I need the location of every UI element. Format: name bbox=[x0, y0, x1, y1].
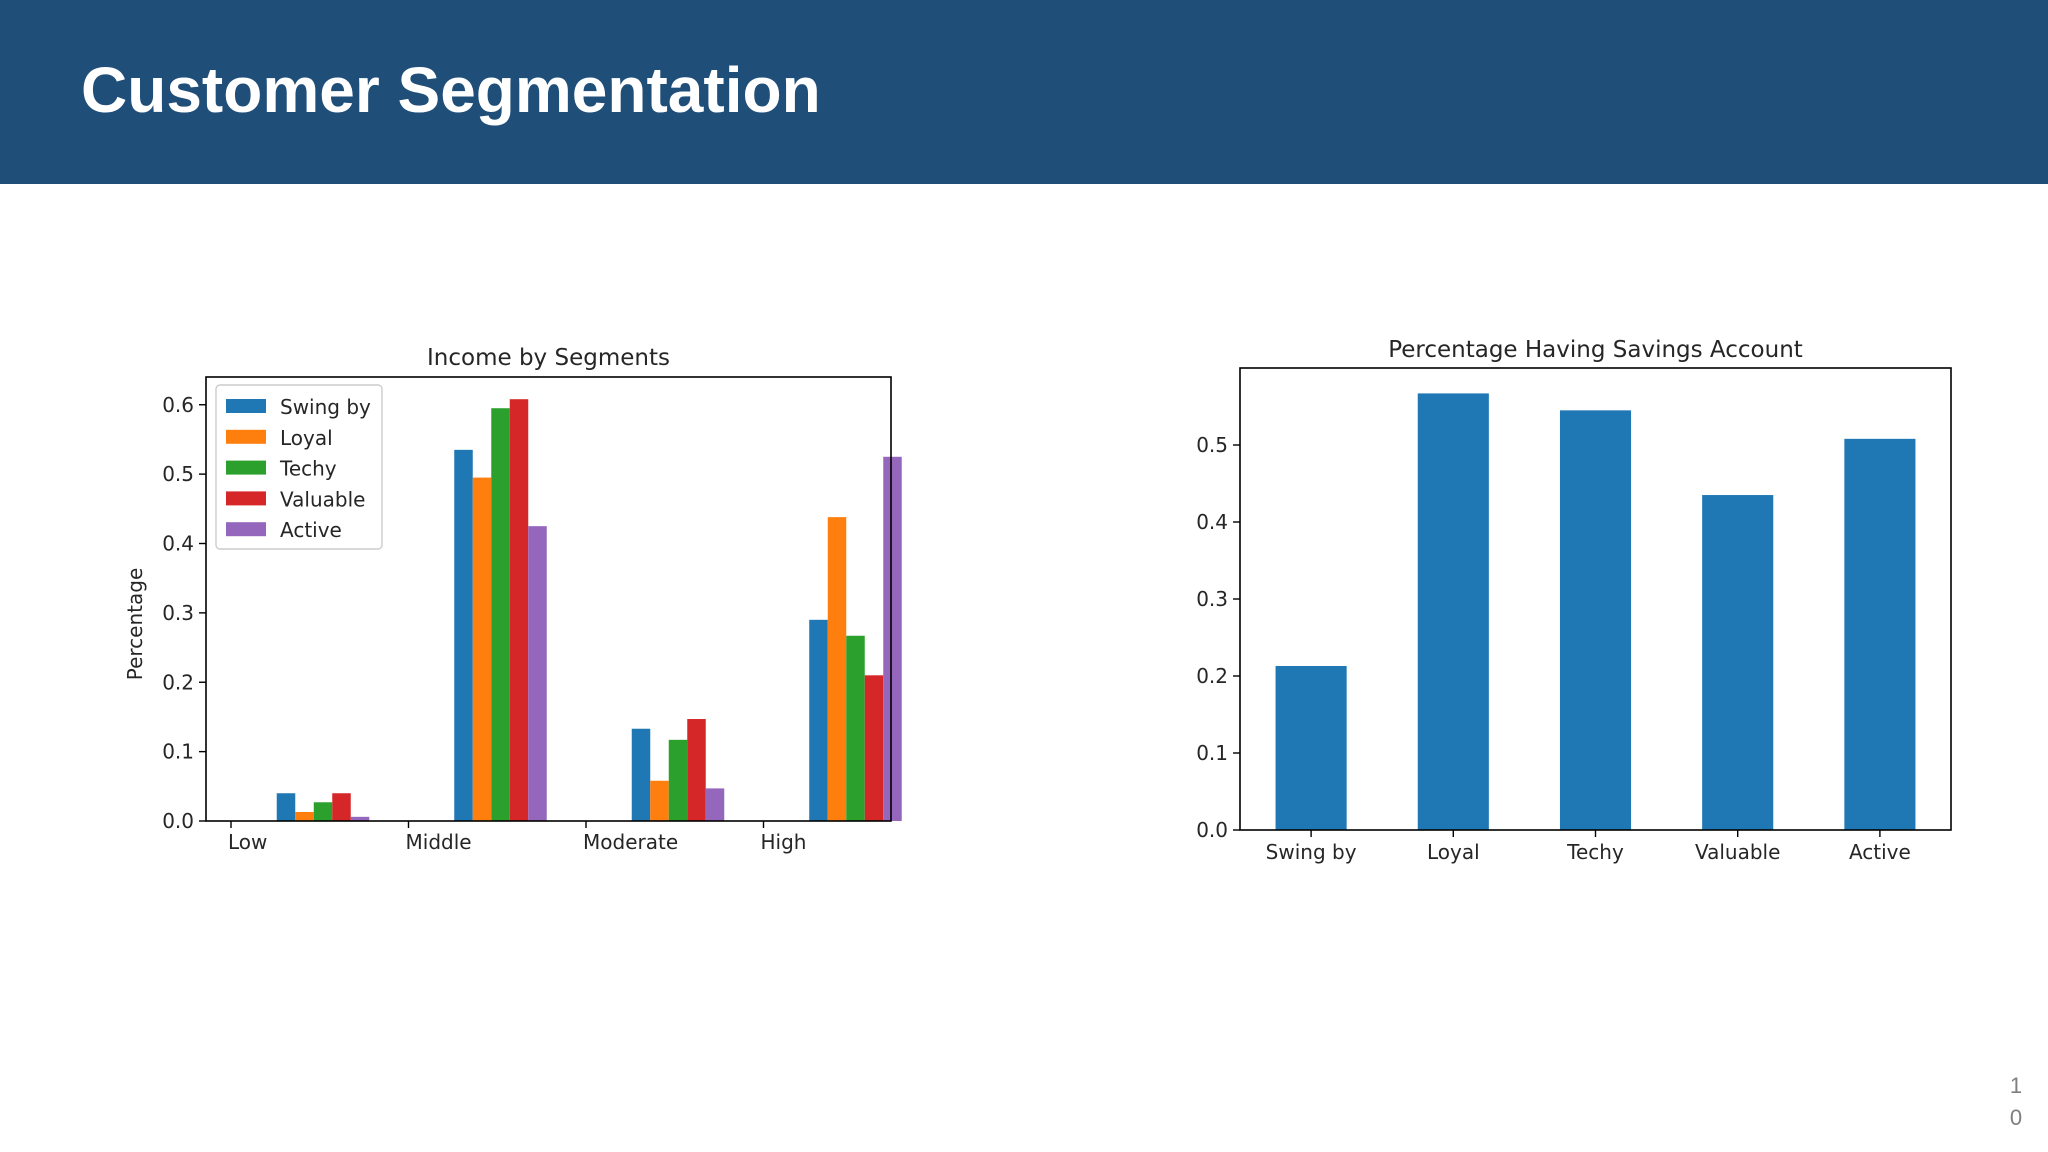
x-tick-label: Loyal bbox=[1427, 840, 1480, 864]
bar-valuable-middle bbox=[509, 399, 529, 821]
x-tick-label: Low bbox=[228, 830, 267, 854]
bar-techy-middle bbox=[491, 408, 510, 821]
legend-swatch-active bbox=[226, 522, 266, 537]
savings-account-chart: Percentage Having Savings Account 0.0 0.1 0… bbox=[1196, 337, 1952, 864]
bar-valuable-high bbox=[864, 675, 884, 821]
y-axis-label: Percentage bbox=[123, 568, 147, 681]
y-tick-label: 0.5 bbox=[162, 462, 194, 486]
bar-valuable bbox=[1702, 495, 1774, 830]
bar-active-low bbox=[350, 816, 370, 821]
legend-swatch-swing-by bbox=[226, 399, 266, 413]
slide-title: Customer Segmentation bbox=[81, 54, 821, 126]
bar-techy bbox=[1559, 410, 1632, 830]
legend-label-loyal: Loyal bbox=[280, 426, 333, 450]
bar-active-middle bbox=[528, 526, 547, 821]
y-tick-label: 0.3 bbox=[1196, 587, 1228, 611]
y-tick-label: 0.4 bbox=[1196, 510, 1228, 534]
bar-valuable-low bbox=[332, 793, 351, 821]
bar-swing-by-moderate bbox=[631, 728, 651, 821]
y-tick-label: 0.5 bbox=[1196, 433, 1228, 457]
bar-active-high bbox=[883, 456, 902, 821]
bar-techy-high bbox=[846, 635, 865, 821]
legend-label-active: Active bbox=[280, 518, 342, 542]
x-tick-label: Active bbox=[1849, 840, 1911, 864]
y-tick-label: 0.2 bbox=[1196, 664, 1228, 688]
legend-swatch-loyal bbox=[226, 429, 266, 444]
y-tick-label: 0.2 bbox=[162, 670, 194, 694]
y-tick-label: 0.4 bbox=[162, 532, 194, 556]
legend-label-swing-by: Swing by bbox=[280, 395, 371, 419]
x-tick-label: Techy bbox=[1566, 840, 1624, 864]
legend-swatch-valuable bbox=[226, 491, 266, 506]
bar-techy-moderate bbox=[668, 739, 688, 821]
legend-label-techy: Techy bbox=[279, 457, 337, 481]
y-tick-label: 0.6 bbox=[162, 393, 194, 417]
x-tick-label: Moderate bbox=[583, 830, 678, 854]
bar-loyal-middle bbox=[472, 477, 492, 821]
bar-active bbox=[1844, 438, 1916, 830]
legend-box bbox=[215, 384, 383, 550]
x-tick-label: Valuable bbox=[1695, 840, 1780, 864]
legend-swatch-techy bbox=[226, 460, 266, 475]
page-number: 1 0 bbox=[2006, 1070, 2026, 1134]
bar-active-moderate bbox=[705, 788, 725, 821]
chart-title: Income by Segments bbox=[427, 345, 670, 371]
y-tick-label: 0.1 bbox=[1196, 741, 1228, 765]
income-by-segments-chart: Income by Segments 0.0 0.1 0.2 0.3 0.4 0.5 0.6 P… bbox=[123, 345, 902, 854]
legend-label-valuable: Valuable bbox=[280, 487, 365, 511]
y-tick-label: 0.0 bbox=[162, 809, 194, 833]
bar-swing-by-middle bbox=[454, 449, 473, 821]
bar-loyal-low bbox=[295, 811, 314, 821]
bar-swing-by-high bbox=[809, 619, 828, 821]
bar-valuable-moderate bbox=[687, 719, 706, 821]
x-tick-label: Middle bbox=[406, 830, 472, 854]
x-tick-label: Swing by bbox=[1266, 840, 1357, 864]
bar-techy-low bbox=[313, 802, 333, 821]
x-tick-label: High bbox=[761, 830, 807, 854]
chart-title: Percentage Having Savings Account bbox=[1388, 337, 1803, 363]
bar-swing-by bbox=[1275, 665, 1347, 830]
plot-frame bbox=[1239, 367, 1952, 831]
title-bar: Customer Segmentation bbox=[0, 0, 2048, 184]
bar-swing-by-low bbox=[276, 793, 296, 821]
y-tick-label: 0.1 bbox=[162, 740, 194, 764]
bar-loyal bbox=[1417, 393, 1489, 830]
plot-frame bbox=[205, 376, 892, 822]
page-number-line-1: 1 bbox=[2009, 1073, 2023, 1098]
bar-loyal-moderate bbox=[650, 780, 669, 821]
y-tick-label: 0.0 bbox=[1196, 818, 1228, 842]
page-number-line-2: 0 bbox=[2009, 1105, 2023, 1130]
y-tick-label: 0.3 bbox=[162, 601, 194, 625]
bar-loyal-high bbox=[827, 517, 847, 821]
